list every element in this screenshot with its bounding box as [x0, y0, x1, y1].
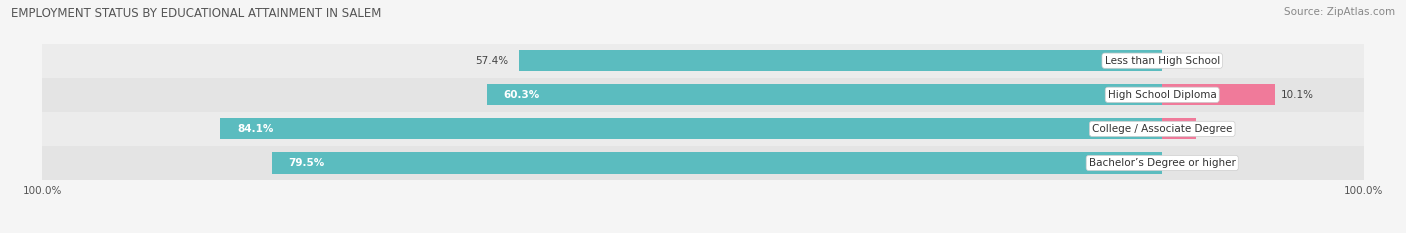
Text: EMPLOYMENT STATUS BY EDUCATIONAL ATTAINMENT IN SALEM: EMPLOYMENT STATUS BY EDUCATIONAL ATTAINM…	[11, 7, 381, 20]
Text: 10.1%: 10.1%	[1281, 90, 1315, 100]
Text: High School Diploma: High School Diploma	[1108, 90, 1216, 100]
Bar	[42, 112, 1364, 146]
Text: 0.0%: 0.0%	[1168, 56, 1194, 66]
Bar	[221, 118, 1163, 140]
Text: 0.0%: 0.0%	[1168, 158, 1194, 168]
Bar	[42, 146, 1364, 180]
Text: College / Associate Degree: College / Associate Degree	[1092, 124, 1233, 134]
Text: 3.0%: 3.0%	[1201, 124, 1227, 134]
Text: 57.4%: 57.4%	[475, 56, 508, 66]
Bar	[271, 152, 1163, 174]
Bar	[42, 78, 1364, 112]
Bar	[1163, 84, 1275, 105]
Bar	[1163, 118, 1197, 140]
Text: Bachelor’s Degree or higher: Bachelor’s Degree or higher	[1088, 158, 1236, 168]
Bar	[1163, 84, 1180, 105]
Bar	[42, 44, 1364, 78]
Text: 84.1%: 84.1%	[238, 124, 273, 134]
Text: 60.3%: 60.3%	[503, 90, 540, 100]
Bar	[486, 84, 1163, 105]
Text: Less than High School: Less than High School	[1105, 56, 1220, 66]
Text: Source: ZipAtlas.com: Source: ZipAtlas.com	[1284, 7, 1395, 17]
Bar	[1163, 118, 1167, 140]
Text: 79.5%: 79.5%	[288, 158, 325, 168]
Legend: In Labor Force, Unemployed: In Labor Force, Unemployed	[603, 230, 803, 233]
Bar	[519, 50, 1163, 71]
